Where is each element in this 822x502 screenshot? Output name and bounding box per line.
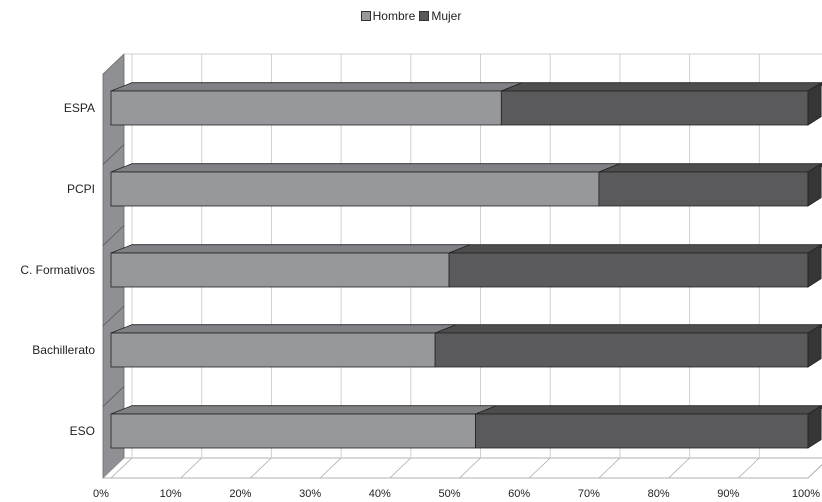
category-label: Bachillerato xyxy=(32,343,95,357)
x-tick-label: 100% xyxy=(792,488,820,500)
bar-front-face xyxy=(110,252,450,288)
x-tick-label: 0% xyxy=(93,488,109,500)
bar-side-face xyxy=(807,323,822,368)
floor-gridline xyxy=(668,457,690,479)
bar-mujer xyxy=(448,243,822,288)
bar-mujer xyxy=(598,162,822,207)
bar-hombre xyxy=(110,324,457,368)
bar-front-face xyxy=(110,90,502,126)
floor-gridline xyxy=(598,457,621,479)
bar-front-face xyxy=(434,332,809,368)
x-tick-label: 60% xyxy=(508,488,530,500)
bar-side-face xyxy=(807,162,822,207)
bar-front-face xyxy=(448,252,809,288)
bars xyxy=(110,81,822,449)
legend-swatch xyxy=(419,11,430,21)
floor-gridline xyxy=(110,457,133,479)
x-tick-label: 80% xyxy=(648,488,670,500)
bar-hombre xyxy=(110,405,497,449)
bar-hombre xyxy=(110,163,621,207)
bar-hombre xyxy=(110,244,471,288)
legend: Hombre Mujer xyxy=(0,6,822,26)
floor-gridline xyxy=(738,457,760,479)
bar-front-face xyxy=(500,90,809,126)
category-tick xyxy=(102,225,125,246)
bar-mujer xyxy=(500,81,822,126)
bar-top-face xyxy=(501,82,822,92)
bar-top-face xyxy=(475,405,822,415)
bar-side-face xyxy=(807,404,822,449)
floor-gridline xyxy=(180,457,202,479)
legend-label: Mujer xyxy=(431,9,462,23)
bar-mujer xyxy=(475,404,822,449)
bar-front-face xyxy=(110,171,600,207)
category-label: ESO xyxy=(70,424,95,438)
category-tick xyxy=(102,144,125,165)
category-labels: ESO Bachillerato C. Formativos PCPI ESPA xyxy=(20,101,95,438)
bar-front-face xyxy=(110,332,436,368)
bar-top-face xyxy=(110,324,457,334)
category-label: ESPA xyxy=(64,101,95,115)
bar-top-face xyxy=(110,405,497,415)
category-label: C. Formativos xyxy=(20,263,95,277)
bar-front-face xyxy=(475,413,809,449)
x-tick-label: 40% xyxy=(369,488,391,500)
x-tick-label: 50% xyxy=(438,488,460,500)
bar-side-face xyxy=(807,81,822,126)
bar-top-face xyxy=(110,163,621,173)
floor-gridline xyxy=(319,457,342,479)
x-tick-label: 10% xyxy=(160,488,182,500)
bar-top-face xyxy=(110,244,471,254)
x-tick-label: 70% xyxy=(578,488,600,500)
bar-top-face xyxy=(448,244,822,254)
legend-item-mujer: Mujer xyxy=(419,9,461,23)
x-tick-labels: 0% 10% 20% 30% 40% 50% 60% 70% 80% 90% 100% xyxy=(93,488,820,500)
bar-top-face xyxy=(598,163,822,173)
x-tick-label: 30% xyxy=(299,488,321,500)
bar-top-face xyxy=(110,82,523,92)
legend-label: Hombre xyxy=(372,9,416,23)
x-tick-label: 20% xyxy=(229,488,251,500)
bar-front-face xyxy=(598,171,809,207)
bar-top-face xyxy=(434,324,822,334)
category-tick xyxy=(102,386,125,407)
x-tick-label: 90% xyxy=(717,488,739,500)
floor xyxy=(102,457,822,479)
legend-swatch xyxy=(360,11,371,21)
bar-front-face xyxy=(110,413,476,449)
legend-item-hombre: Hombre xyxy=(360,9,416,23)
bar-mujer xyxy=(434,323,822,368)
floor-gridline xyxy=(807,464,822,479)
bar-side-face xyxy=(807,243,822,288)
category-tick xyxy=(102,305,125,327)
floor-gridline xyxy=(528,457,551,479)
bar-hombre xyxy=(110,82,523,126)
floor-gridline xyxy=(250,457,272,479)
category-label: PCPI xyxy=(67,182,95,196)
floor-gridline xyxy=(459,457,481,479)
floor-gridline xyxy=(389,457,412,479)
